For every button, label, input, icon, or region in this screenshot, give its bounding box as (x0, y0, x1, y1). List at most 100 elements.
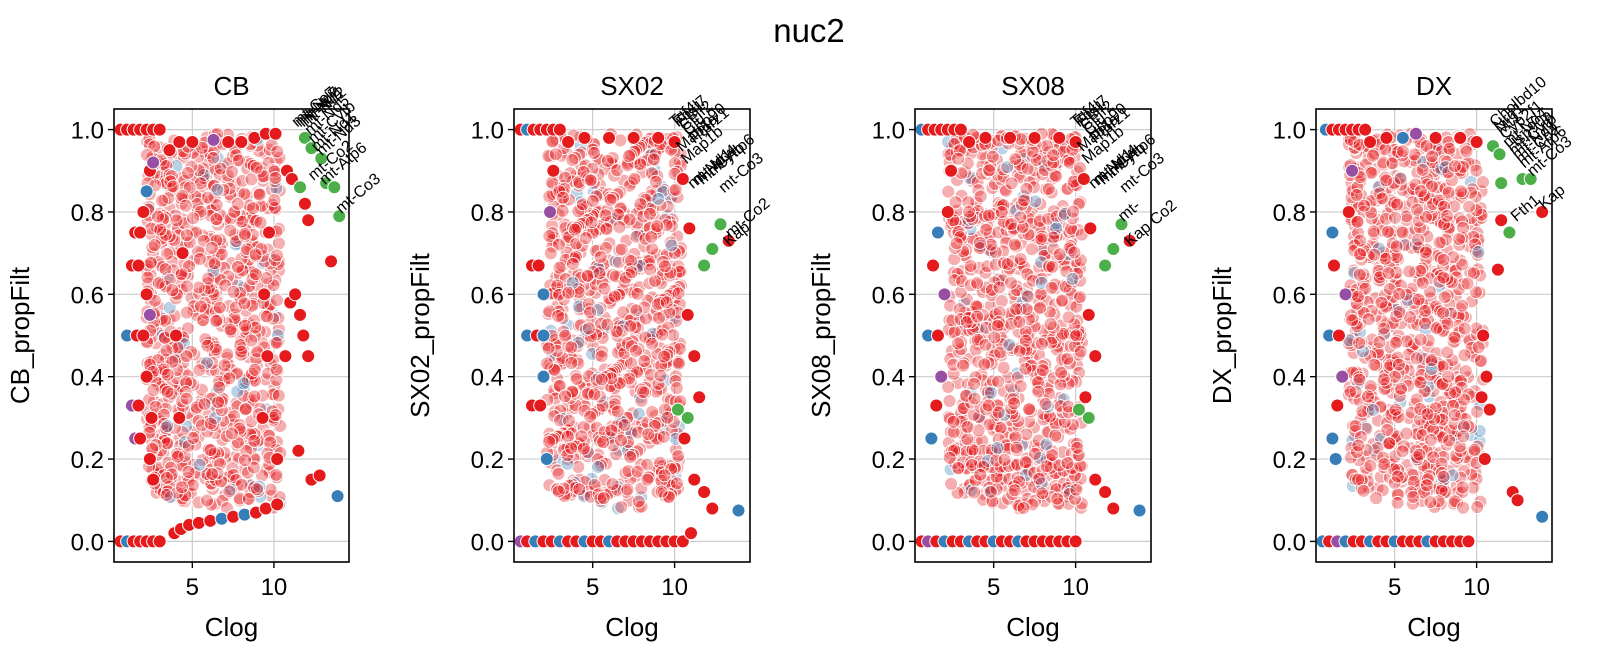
data-point (136, 328, 151, 343)
dense-point (209, 313, 224, 328)
dense-point (179, 305, 194, 320)
data-point (133, 225, 148, 240)
dense-point (1396, 144, 1410, 159)
dense-point (1035, 167, 1050, 182)
dense-point (1039, 459, 1054, 474)
dense-point (628, 320, 643, 335)
dense-point (155, 193, 169, 208)
data-point (1083, 221, 1098, 236)
data-point (546, 163, 561, 178)
data-point (713, 217, 728, 232)
dense-point (249, 160, 264, 175)
y-axis-label: SX08_propFilt (806, 252, 836, 418)
data-point (684, 526, 698, 541)
dense-point (1415, 162, 1430, 177)
data-point (1338, 287, 1353, 302)
dense-point (571, 459, 586, 474)
dense-point (973, 467, 988, 482)
dense-point (179, 391, 194, 406)
dense-point (177, 216, 192, 231)
dense-point (191, 429, 206, 444)
data-point (139, 184, 154, 199)
dense-point (610, 207, 625, 222)
dense-point (622, 149, 636, 164)
dense-point (610, 404, 625, 419)
dense-point (596, 491, 611, 505)
dense-point (605, 477, 620, 492)
dense-point (1066, 417, 1080, 432)
dense-point (182, 235, 197, 250)
dense-point (565, 275, 580, 290)
dense-point (230, 259, 245, 274)
dense-point (564, 356, 579, 370)
dense-point (583, 409, 598, 424)
dense-point (1388, 210, 1403, 225)
data-point (206, 132, 221, 147)
dense-point (972, 235, 987, 250)
data-point (962, 134, 977, 149)
dense-point (1413, 375, 1428, 390)
dense-point (946, 425, 961, 440)
dense-point (1050, 491, 1065, 506)
data-point (304, 141, 319, 156)
dense-point (175, 425, 190, 439)
dense-point (1365, 148, 1380, 163)
data-point (670, 402, 685, 417)
dense-point (269, 335, 284, 350)
dense-point (1043, 317, 1058, 332)
dense-point (1063, 422, 1078, 436)
dense-point (1399, 426, 1414, 441)
panel-title: DX (1416, 71, 1452, 101)
data-point (626, 130, 641, 145)
dense-point (585, 161, 600, 176)
dense-point (189, 400, 204, 415)
dense-point (269, 467, 284, 482)
data-point (675, 534, 690, 549)
dense-point (212, 300, 227, 315)
x-tick-label: 5 (987, 574, 1000, 601)
dense-point (565, 153, 580, 167)
dense-point (266, 278, 281, 293)
dense-point (1459, 144, 1474, 159)
dense-point (1060, 351, 1075, 366)
dense-point (624, 265, 639, 280)
dense-point (1413, 184, 1428, 199)
dense-point (1395, 444, 1410, 459)
dense-point (1016, 189, 1031, 204)
dense-point (1432, 235, 1447, 250)
dense-point (1017, 193, 1032, 208)
data-point (1106, 501, 1121, 516)
x-tick-label: 10 (661, 574, 688, 601)
dense-point (238, 401, 253, 416)
dense-point (572, 482, 587, 497)
dense-point (954, 284, 968, 299)
data-point (293, 307, 308, 322)
dense-point (1388, 402, 1403, 417)
dense-point (648, 415, 663, 430)
dense-point (1457, 321, 1472, 336)
data-point (687, 472, 702, 487)
dense-point (259, 271, 274, 286)
data-point (144, 410, 159, 425)
dense-point (1436, 469, 1451, 484)
data-point (139, 369, 154, 384)
dense-point (267, 193, 282, 208)
dense-point (1382, 436, 1397, 451)
dense-point (1061, 310, 1076, 325)
dense-point (607, 289, 622, 304)
dense-point (263, 435, 278, 450)
dense-point (668, 182, 683, 197)
dense-point (551, 466, 566, 481)
dense-point (1470, 500, 1485, 515)
dense-point (190, 197, 205, 212)
dense-point (1462, 199, 1477, 214)
dense-point (192, 251, 207, 266)
y-tick-label: 0.2 (71, 447, 104, 474)
dense-point (994, 205, 1009, 220)
dense-point (143, 255, 158, 270)
dense-point (1345, 313, 1360, 328)
dense-point (1032, 347, 1047, 362)
y-tick-label: 1.0 (872, 118, 905, 145)
dense-point (1390, 469, 1405, 484)
dense-point (160, 436, 175, 451)
